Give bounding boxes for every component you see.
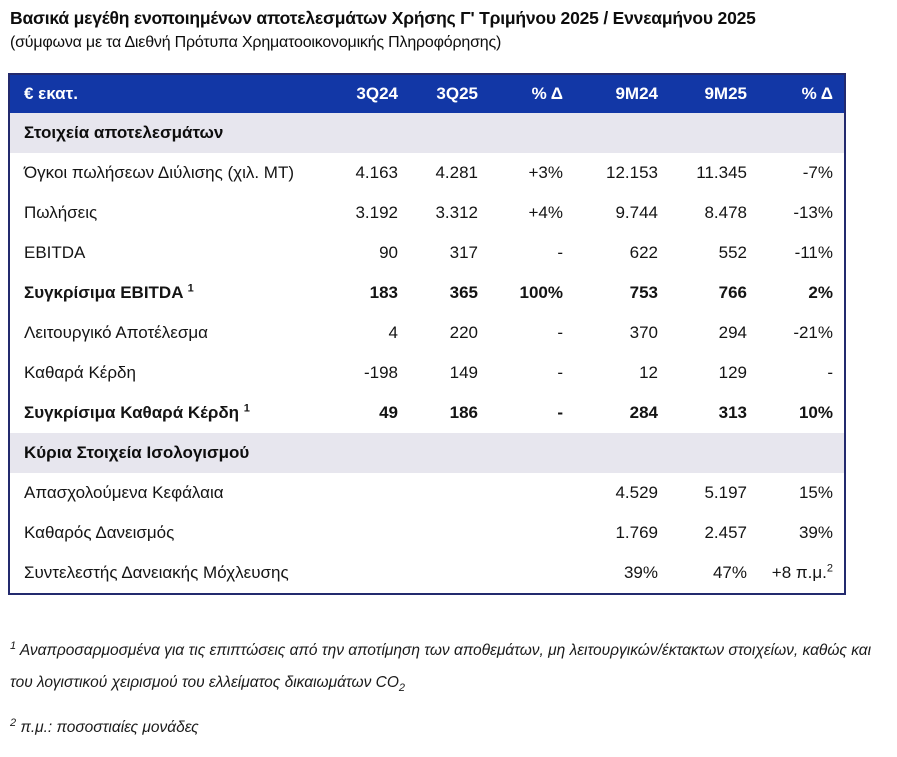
cell-3q24: 49 xyxy=(379,403,398,422)
section-row-income-statement: Στοιχεία αποτελεσμάτων xyxy=(10,113,844,153)
column-header-9m25: 9M25 xyxy=(704,84,747,103)
table-row-sales: Πωλήσεις 3.192 3.312 +4% 9.744 8.478 -13… xyxy=(10,193,844,233)
cell-9m25: 129 xyxy=(718,363,747,382)
cell-9m24: 622 xyxy=(629,243,658,262)
cell-9m25: 766 xyxy=(718,283,747,302)
cell-3q24: 90 xyxy=(379,243,398,262)
results-page: Βασικά μεγέθη ενοποιημένων αποτελεσμάτων… xyxy=(0,8,897,757)
row-label: Όγκοι πωλήσεων Διύλισης (χιλ. ΜΤ) xyxy=(24,163,295,182)
table-row-adjusted-net-income: Συγκρίσιμα Καθαρά Κέρδη 1 49 186 - 284 3… xyxy=(10,393,844,433)
cell-qoq-delta: - xyxy=(557,403,563,422)
column-header-9m-delta: % Δ xyxy=(801,84,833,103)
column-header-3q24: 3Q24 xyxy=(356,84,398,103)
cell-9m-delta: 39% xyxy=(798,523,833,542)
cell-9m24: 1.769 xyxy=(615,523,658,542)
cell-9m24: 4.529 xyxy=(615,483,658,502)
cell-9m-delta: 15% xyxy=(798,483,833,502)
cell-qoq-delta: - xyxy=(557,323,563,342)
financial-results-table: € εκατ. 3Q24 3Q25 % Δ 9M24 9M25 % Δ Στοι… xyxy=(8,73,846,595)
table-row-ebitda: EBITDA 90 317 - 622 552 -11% xyxy=(10,233,844,273)
cell-3q24: -198 xyxy=(363,363,398,382)
cell-9m24: 39% xyxy=(623,563,658,582)
row-label: Λειτουργικό Αποτέλεσμα xyxy=(24,323,208,342)
cell-9m24: 284 xyxy=(629,403,658,422)
page-subtitle: (σύμφωνα με τα Διεθνή Πρότυπα Χρηματοοικ… xyxy=(10,34,502,51)
footnote-2-text: π.μ.: ποσοστιαίες μονάδες xyxy=(20,719,199,736)
cell-9m-delta: 10% xyxy=(798,403,833,422)
footnote-1-text: Αναπροσαρμοσμένα για τις επιπτώσεις από … xyxy=(10,642,872,691)
cell-9m25: 5.197 xyxy=(704,483,747,502)
cell-3q24: 4 xyxy=(388,323,398,342)
footnote-ref-1: 1 xyxy=(243,402,250,415)
cell-9m24: 9.744 xyxy=(615,203,658,222)
cell-9m-delta: +8 π.μ. xyxy=(771,563,827,582)
row-label: Καθαρός Δανεισμός xyxy=(24,523,175,542)
cell-3q25: 149 xyxy=(449,363,478,382)
row-label: Συντελεστής Δανειακής Μόχλευσης xyxy=(24,563,289,582)
cell-3q25: 220 xyxy=(449,323,478,342)
table-row-net-debt: Καθαρός Δανεισμός 1.769 2.457 39% xyxy=(10,513,844,553)
cell-3q24: 3.192 xyxy=(355,203,398,222)
column-header-9m24: 9M24 xyxy=(615,84,658,103)
cell-3q25: 3.312 xyxy=(435,203,478,222)
table-row-capital-employed: Απασχολούμενα Κεφάλαια 4.529 5.197 15% xyxy=(10,473,844,513)
footnote-1: 1 Αναπροσαρμοσμένα για τις επιπτώσεις απ… xyxy=(10,635,884,699)
cell-qoq-delta: +4% xyxy=(528,203,564,222)
column-header-qoq-delta: % Δ xyxy=(531,84,563,103)
cell-qoq-delta: 100% xyxy=(519,283,563,302)
cell-9m25: 8.478 xyxy=(704,203,747,222)
table-row-operating-result: Λειτουργικό Αποτέλεσμα 4 220 - 370 294 -… xyxy=(10,313,844,353)
row-label: Καθαρά Κέρδη xyxy=(24,363,136,382)
cell-9m24: 12.153 xyxy=(606,163,658,182)
cell-3q25: 365 xyxy=(449,283,478,302)
footnote-1-marker: 1 xyxy=(10,639,17,652)
section-row-balance-sheet: Κύρια Στοιχεία Ισολογισμού xyxy=(10,433,844,473)
column-header-unit: € εκατ. xyxy=(24,84,78,103)
row-label: Απασχολούμενα Κεφάλαια xyxy=(24,483,224,502)
cell-9m25: 313 xyxy=(718,403,747,422)
cell-9m-delta: -7% xyxy=(802,163,833,182)
cell-9m25: 294 xyxy=(718,323,747,342)
row-label: EBITDA xyxy=(24,243,86,262)
cell-3q25: 317 xyxy=(449,243,478,262)
cell-3q24: 4.163 xyxy=(355,163,398,182)
cell-9m25: 47% xyxy=(712,563,747,582)
row-label: Πωλήσεις xyxy=(24,203,98,222)
co2-subscript: 2 xyxy=(398,682,406,695)
cell-3q24: 183 xyxy=(369,283,398,302)
cell-qoq-delta: - xyxy=(557,363,563,382)
cell-9m24: 370 xyxy=(629,323,658,342)
footnotes: 1 Αναπροσαρμοσμένα για τις επιπτώσεις απ… xyxy=(10,635,884,744)
column-header-3q25: 3Q25 xyxy=(436,84,478,103)
cell-9m25: 11.345 xyxy=(696,163,747,182)
cell-9m25: 552 xyxy=(718,243,747,262)
row-label: Συγκρίσιμα Καθαρά Κέρδη xyxy=(24,403,240,422)
footnote-2-marker: 2 xyxy=(10,716,17,729)
row-label: Συγκρίσιμα EBITDA xyxy=(24,283,183,302)
cell-9m-delta: - xyxy=(827,363,833,382)
table-header-row: € εκατ. 3Q24 3Q25 % Δ 9M24 9M25 % Δ xyxy=(10,75,844,113)
cell-9m-delta: -11% xyxy=(794,243,833,262)
footnote-ref-1: 1 xyxy=(187,282,194,295)
cell-qoq-delta: +3% xyxy=(528,163,564,182)
page-title: Βασικά μεγέθη ενοποιημένων αποτελεσμάτων… xyxy=(10,8,756,28)
cell-3q25: 186 xyxy=(449,403,478,422)
section-label: Κύρια Στοιχεία Ισολογισμού xyxy=(24,443,250,462)
footnote-2: 2 π.μ.: ποσοστιαίες μονάδες xyxy=(10,712,884,744)
cell-qoq-delta: - xyxy=(557,243,563,262)
cell-9m-delta: -21% xyxy=(793,323,833,342)
footnote-ref-2: 2 xyxy=(826,562,833,575)
table-row-refining-sales-volume: Όγκοι πωλήσεων Διύλισης (χιλ. ΜΤ) 4.163 … xyxy=(10,153,844,193)
cell-9m25: 2.457 xyxy=(704,523,747,542)
table-row-adjusted-ebitda: Συγκρίσιμα EBITDA 1 183 365 100% 753 766… xyxy=(10,273,844,313)
table-row-gearing-ratio: Συντελεστής Δανειακής Μόχλευσης 39% 47% … xyxy=(10,553,844,593)
cell-9m24: 12 xyxy=(639,363,658,382)
table-row-net-income: Καθαρά Κέρδη -198 149 - 12 129 - xyxy=(10,353,844,393)
cell-9m24: 753 xyxy=(629,283,658,302)
section-label: Στοιχεία αποτελεσμάτων xyxy=(24,123,224,142)
cell-9m-delta: 2% xyxy=(808,283,833,302)
cell-3q25: 4.281 xyxy=(435,163,478,182)
cell-9m-delta: -13% xyxy=(793,203,833,222)
